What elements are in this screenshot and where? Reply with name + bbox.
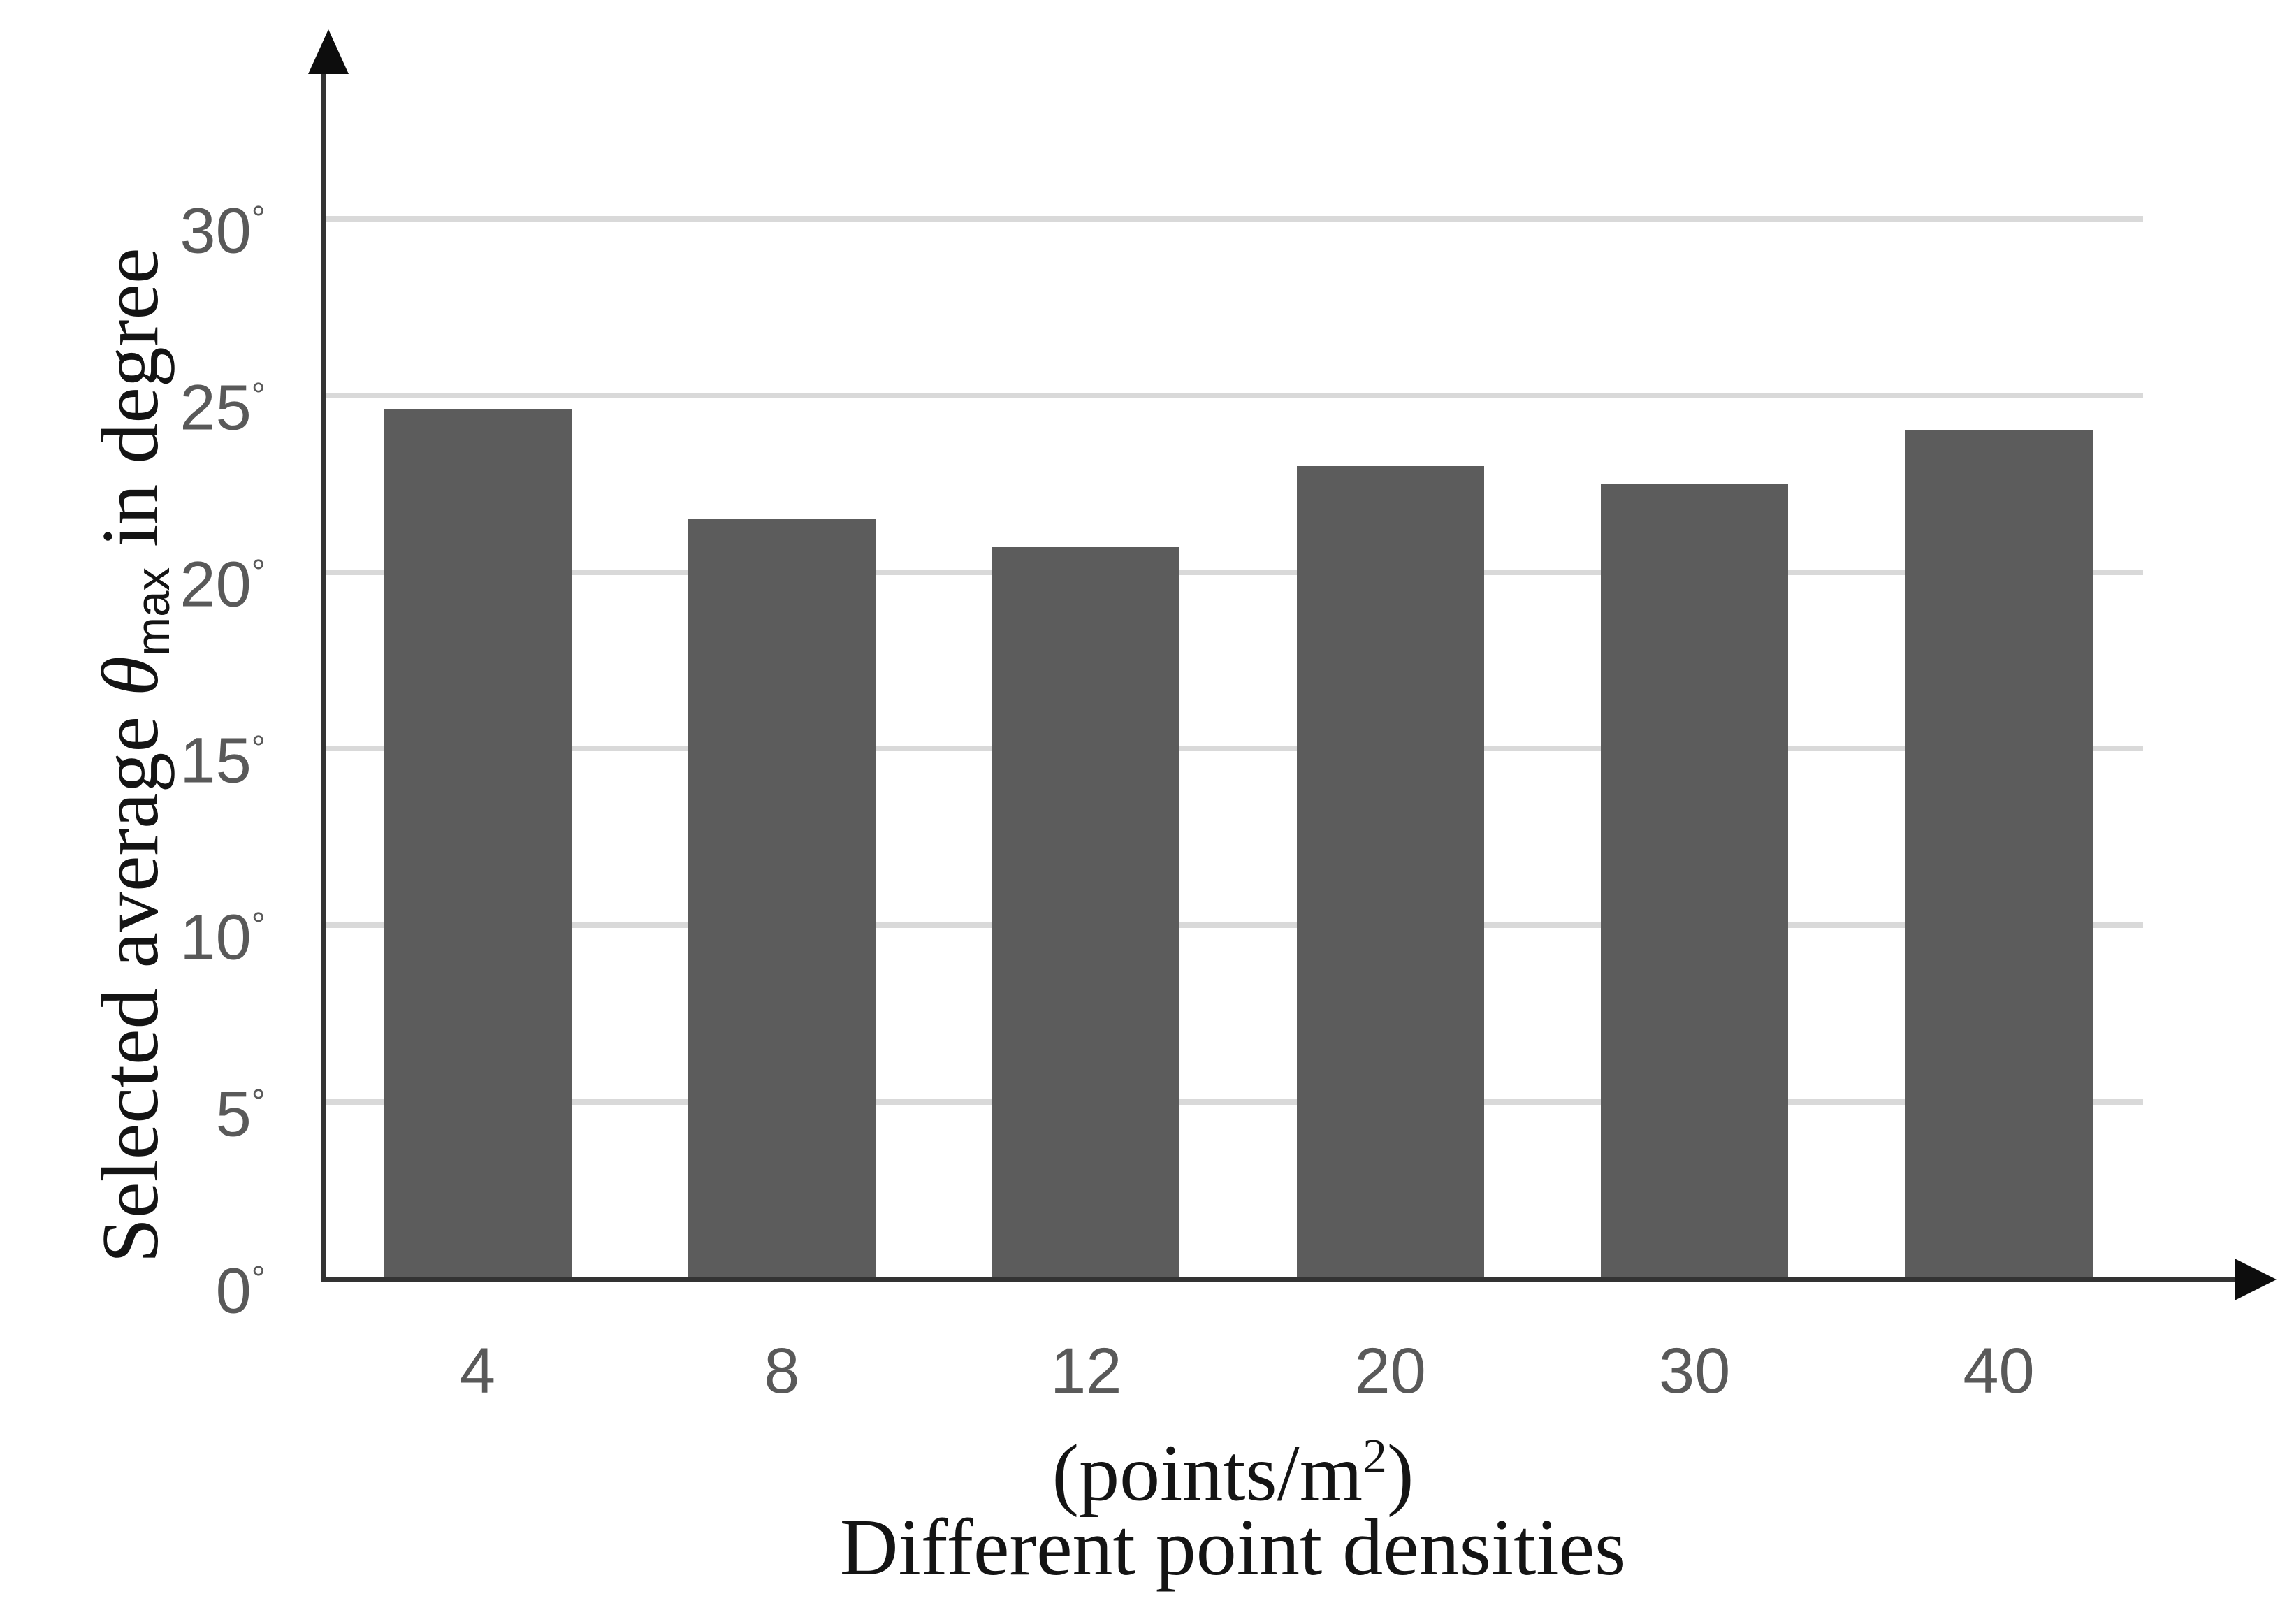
y-tick-label-10: 10° <box>180 901 266 973</box>
theta-symbol: θ <box>86 655 175 696</box>
y-tick-label-15: 15° <box>180 725 266 797</box>
y-tick-label-20: 20° <box>180 549 266 621</box>
x-category-label-20: 20 <box>1354 1335 1426 1407</box>
bar-30 <box>1601 484 1789 1279</box>
x-axis-title: Different point densities <box>839 1503 1627 1593</box>
bar-12 <box>992 547 1180 1279</box>
x-category-label-12: 12 <box>1050 1335 1122 1407</box>
x-category-label-8: 8 <box>764 1335 800 1407</box>
unit-prefix: (points/m <box>1052 1428 1363 1518</box>
gridline-5deg <box>323 1099 2143 1105</box>
x-axis-unit-label: (points/m2) <box>323 1413 2143 1518</box>
gridline-10deg <box>323 922 2143 929</box>
gridline-15deg <box>323 746 2143 752</box>
y-tick-label-30: 30° <box>180 195 266 267</box>
y-tick-label-25: 25° <box>180 372 266 444</box>
y-title-suffix: in degree <box>86 247 175 567</box>
x-category-label-40: 40 <box>1963 1335 2035 1407</box>
theta-subscript: max <box>126 567 180 656</box>
y-tick-label-0: 0° <box>215 1255 266 1327</box>
y-axis-line <box>321 66 326 1282</box>
x-category-label-4: 4 <box>459 1335 496 1407</box>
bar-4 <box>384 409 572 1279</box>
bar-8 <box>688 519 876 1279</box>
y-tick-label-5: 5° <box>215 1078 266 1150</box>
y-axis-arrow-icon <box>308 29 349 74</box>
bar-40 <box>1905 430 2093 1279</box>
gridline-20deg <box>323 569 2143 575</box>
gridline-30deg <box>323 215 2143 222</box>
y-axis-title: Selected average θmax in degree <box>78 196 183 1314</box>
unit-suffix: ) <box>1386 1428 1414 1518</box>
unit-superscript: 2 <box>1363 1430 1387 1484</box>
gridline-25deg <box>323 392 2143 398</box>
x-axis-arrow-icon <box>2235 1259 2277 1300</box>
bar-20 <box>1296 465 1484 1279</box>
y-title-prefix: Selected average <box>86 695 175 1263</box>
x-category-label-30: 30 <box>1658 1335 1731 1407</box>
x-axis-line <box>321 1277 2246 1282</box>
